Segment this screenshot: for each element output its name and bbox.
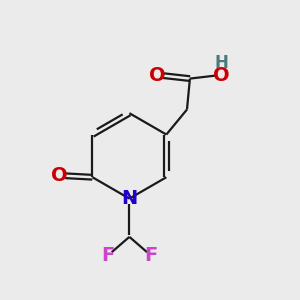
Text: F: F bbox=[102, 246, 115, 265]
Text: O: O bbox=[50, 166, 67, 185]
Text: N: N bbox=[121, 189, 137, 208]
Text: O: O bbox=[148, 66, 165, 85]
Text: F: F bbox=[144, 246, 157, 265]
Text: O: O bbox=[213, 66, 230, 85]
Text: H: H bbox=[214, 54, 228, 72]
